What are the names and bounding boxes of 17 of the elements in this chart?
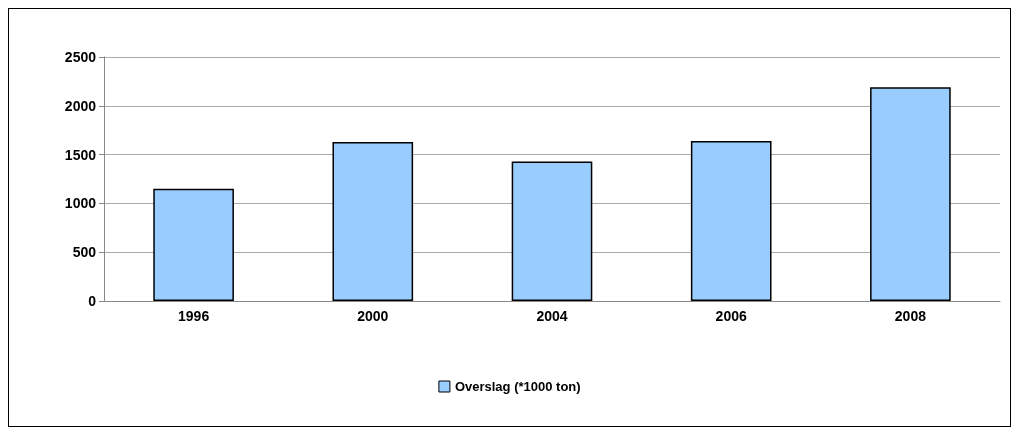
bar — [153, 188, 234, 301]
bar — [690, 140, 772, 301]
x-tick-label: 1996 — [178, 308, 210, 324]
x-tick-label: 2004 — [536, 308, 568, 324]
x-tick-label: 2008 — [894, 308, 927, 324]
x-tick-label: 2006 — [715, 308, 747, 324]
y-tick-label: 500 — [72, 244, 97, 261]
y-tick-label: 1500 — [64, 146, 97, 163]
y-tick-label: 0 — [88, 293, 97, 309]
y-tick-label: 2000 — [64, 97, 97, 114]
bar — [511, 161, 593, 301]
bar — [870, 87, 951, 301]
bar — [332, 141, 414, 301]
y-tick-label: 1000 — [64, 195, 97, 212]
x-tick-label: 2000 — [357, 308, 389, 324]
y-tick-label: 2500 — [64, 49, 97, 65]
legend-label: Overslag (*1000 ton) — [454, 379, 581, 394]
